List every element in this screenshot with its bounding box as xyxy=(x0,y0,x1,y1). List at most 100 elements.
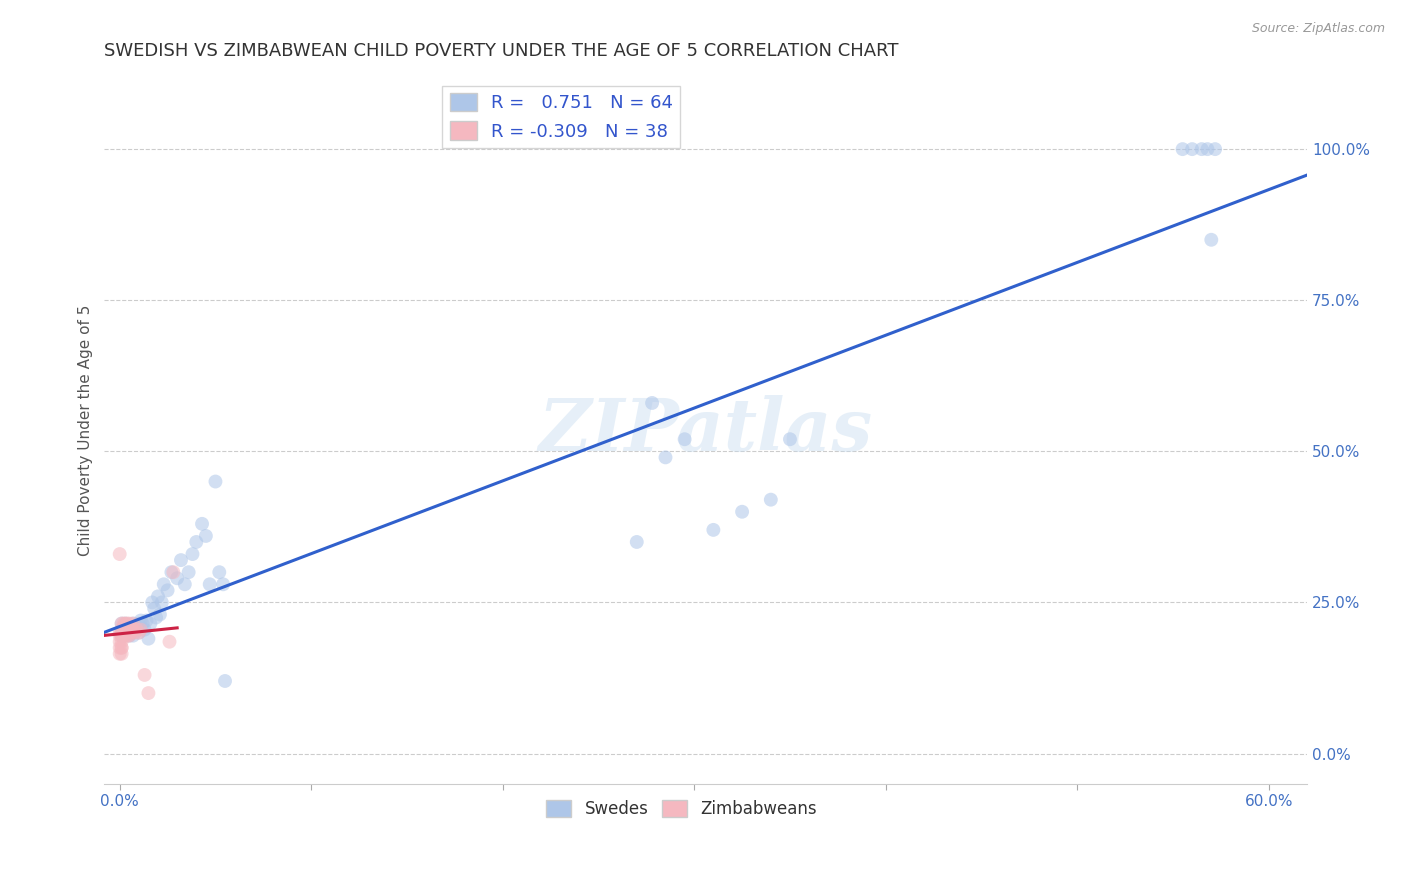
Y-axis label: Child Poverty Under the Age of 5: Child Poverty Under the Age of 5 xyxy=(79,304,93,556)
Point xyxy=(110,616,132,631)
Point xyxy=(128,616,150,631)
Point xyxy=(117,616,139,631)
Text: Source: ZipAtlas.com: Source: ZipAtlas.com xyxy=(1251,22,1385,36)
Point xyxy=(141,595,163,609)
Point xyxy=(194,529,217,543)
Point xyxy=(108,647,131,661)
Point xyxy=(110,640,132,655)
Point xyxy=(108,640,131,655)
Point xyxy=(117,623,139,637)
Point xyxy=(170,553,193,567)
Point xyxy=(122,629,145,643)
Point xyxy=(120,625,142,640)
Point xyxy=(1197,142,1219,156)
Point xyxy=(122,623,145,637)
Point xyxy=(181,547,204,561)
Point xyxy=(118,616,141,631)
Point xyxy=(1181,142,1204,156)
Point xyxy=(110,629,132,643)
Point xyxy=(110,634,132,648)
Point xyxy=(114,625,136,640)
Point xyxy=(120,625,142,640)
Point xyxy=(114,616,136,631)
Point xyxy=(110,629,132,643)
Point xyxy=(145,610,167,624)
Point xyxy=(129,614,152,628)
Point xyxy=(673,432,696,446)
Point xyxy=(135,614,157,628)
Point xyxy=(138,686,160,700)
Point xyxy=(128,625,150,640)
Point xyxy=(212,577,235,591)
Point xyxy=(118,623,141,637)
Point xyxy=(118,629,141,643)
Point xyxy=(122,616,145,631)
Point xyxy=(1201,233,1223,247)
Point xyxy=(177,565,200,579)
Point xyxy=(122,616,145,631)
Point xyxy=(204,475,226,489)
Point xyxy=(114,629,136,643)
Point xyxy=(156,583,179,598)
Point xyxy=(139,616,162,631)
Point xyxy=(112,629,135,643)
Point xyxy=(128,625,150,640)
Point xyxy=(198,577,221,591)
Point xyxy=(134,623,156,637)
Point xyxy=(1191,142,1213,156)
Point xyxy=(110,625,132,640)
Point xyxy=(134,668,156,682)
Point xyxy=(1171,142,1194,156)
Point xyxy=(117,623,139,637)
Point xyxy=(112,623,135,637)
Legend: Swedes, Zimbabweans: Swedes, Zimbabweans xyxy=(540,793,824,825)
Point xyxy=(146,590,169,604)
Point xyxy=(112,616,135,631)
Point xyxy=(118,629,141,643)
Point xyxy=(108,629,131,643)
Point xyxy=(114,623,136,637)
Point xyxy=(117,629,139,643)
Point xyxy=(626,535,648,549)
Point xyxy=(214,673,236,688)
Point xyxy=(108,547,131,561)
Point xyxy=(138,632,160,646)
Point xyxy=(112,619,135,633)
Point xyxy=(110,647,132,661)
Point xyxy=(110,616,132,631)
Point xyxy=(731,505,754,519)
Point xyxy=(641,396,664,410)
Point xyxy=(1204,142,1226,156)
Point xyxy=(118,623,141,637)
Point xyxy=(131,616,153,631)
Text: SWEDISH VS ZIMBABWEAN CHILD POVERTY UNDER THE AGE OF 5 CORRELATION CHART: SWEDISH VS ZIMBABWEAN CHILD POVERTY UNDE… xyxy=(104,42,898,60)
Point xyxy=(108,634,131,648)
Point xyxy=(112,625,135,640)
Point xyxy=(124,623,146,637)
Point xyxy=(108,625,131,640)
Point xyxy=(114,616,136,631)
Point xyxy=(125,623,148,637)
Point xyxy=(120,619,142,633)
Point xyxy=(120,619,142,633)
Point xyxy=(114,623,136,637)
Point xyxy=(117,619,139,633)
Point xyxy=(162,565,184,579)
Point xyxy=(208,565,231,579)
Point xyxy=(191,516,214,531)
Point xyxy=(159,634,181,648)
Point xyxy=(654,450,676,465)
Point xyxy=(112,619,135,633)
Point xyxy=(114,623,136,637)
Point xyxy=(173,577,195,591)
Point xyxy=(150,595,173,609)
Point xyxy=(112,629,135,643)
Point xyxy=(160,565,183,579)
Point xyxy=(118,625,141,640)
Point xyxy=(779,432,801,446)
Point xyxy=(125,619,148,633)
Point xyxy=(143,601,166,615)
Point xyxy=(186,535,208,549)
Point xyxy=(759,492,782,507)
Text: ZIPatlas: ZIPatlas xyxy=(538,394,873,466)
